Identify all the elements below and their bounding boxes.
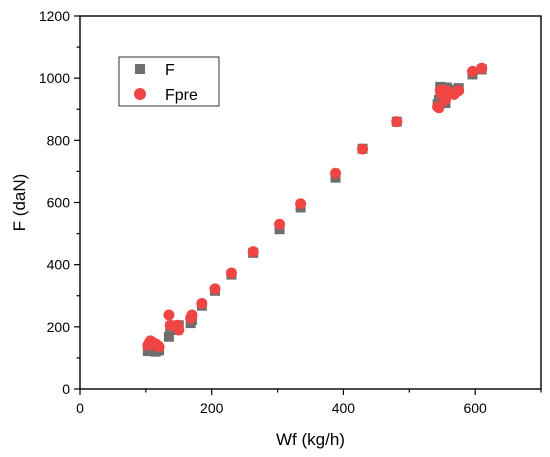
- y-tick-label: 800: [47, 132, 71, 148]
- point-fpre: [209, 283, 221, 295]
- y-tick-label: 1200: [39, 8, 70, 24]
- point-fpre: [196, 298, 208, 310]
- point-fpre: [274, 218, 286, 230]
- point-fpre: [163, 309, 175, 321]
- point-fpre: [476, 62, 488, 74]
- point-fpre: [357, 143, 369, 155]
- x-axis-title: Wf (kg/h): [276, 430, 345, 449]
- point-fpre: [247, 246, 259, 258]
- x-tick-label: 0: [76, 400, 84, 416]
- y-tick-label: 400: [47, 257, 71, 273]
- y-axis-title: F (daN): [10, 174, 29, 232]
- point-fpre: [330, 167, 342, 179]
- plot-frame: [79, 15, 542, 390]
- point-fpre: [453, 85, 465, 97]
- point-fpre: [173, 324, 185, 336]
- data-points: [142, 62, 488, 357]
- x-tick-label: 600: [463, 400, 487, 416]
- point-fpre: [391, 116, 403, 128]
- tick-labels: 0 200 400 600 0 200 400 600 800 1000 1200: [39, 8, 487, 416]
- x-tick-label: 200: [200, 400, 224, 416]
- legend-marker-fpre: [134, 88, 146, 100]
- x-tick-label: 400: [332, 400, 356, 416]
- y-tick-label: 600: [47, 195, 71, 211]
- y-tick-label: 1000: [39, 70, 70, 86]
- point-fpre: [433, 102, 445, 114]
- y-tick-label: 0: [62, 381, 70, 397]
- legend-marker-f: [135, 64, 145, 74]
- point-fpre: [295, 198, 307, 210]
- legend-label-fpre: Fpre: [165, 87, 198, 104]
- point-fpre: [467, 65, 479, 77]
- y-tick-label: 200: [47, 319, 71, 335]
- legend: F Fpre: [118, 56, 220, 107]
- point-fpre: [225, 267, 237, 279]
- point-fpre: [186, 309, 198, 321]
- legend-label-f: F: [165, 62, 175, 79]
- point-f: [163, 331, 174, 342]
- point-fpre: [153, 341, 165, 353]
